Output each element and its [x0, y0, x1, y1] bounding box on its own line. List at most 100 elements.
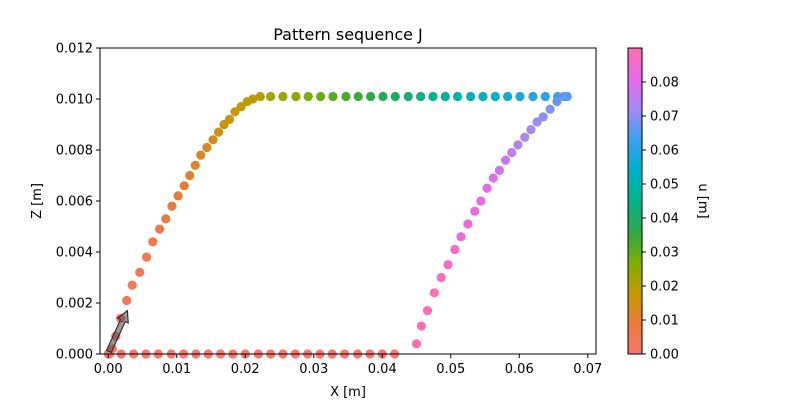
- x-tick-label: 0.00: [94, 362, 123, 377]
- data-point: [403, 91, 413, 102]
- data-point: [366, 91, 376, 102]
- colorbar-tick-label: 0.04: [650, 212, 679, 227]
- colorbar-label: u [m]: [695, 183, 710, 218]
- x-tick-label: 0.03: [299, 362, 328, 377]
- data-point: [196, 150, 206, 160]
- y-tick-label: 0.002: [56, 297, 93, 312]
- arrow-annotation: [105, 309, 129, 354]
- data-point: [507, 147, 517, 158]
- data-point: [453, 91, 463, 102]
- data-point: [416, 321, 426, 331]
- y-tick-label: 0.006: [56, 195, 93, 210]
- data-point: [440, 91, 450, 102]
- data-point: [538, 112, 548, 122]
- data-point: [213, 127, 224, 137]
- colorbar-tick-label: 0.08: [650, 76, 679, 91]
- x-axis-ticks: 0.00 0.01 0.02 0.03 0.04 0.05 0.06 0.07: [94, 354, 602, 377]
- data-point: [303, 91, 313, 102]
- data-point: [463, 219, 473, 229]
- data-point: [411, 339, 422, 349]
- x-tick-label: 0.07: [573, 362, 602, 377]
- y-tick-label: 0.000: [56, 348, 93, 363]
- colorbar-tick-label: 0.02: [650, 280, 679, 295]
- data-point: [185, 170, 195, 181]
- data-point: [378, 91, 388, 102]
- data-point: [390, 91, 400, 102]
- data-point: [416, 91, 426, 102]
- data-point: [224, 114, 235, 124]
- data-point: [202, 142, 212, 153]
- data-point: [545, 104, 555, 114]
- colorbar-tick-label: 0.06: [650, 144, 679, 159]
- data-point: [155, 224, 165, 234]
- data-point: [520, 132, 530, 142]
- data-point: [478, 91, 488, 102]
- data-point: [248, 94, 258, 104]
- data-point: [122, 295, 132, 306]
- colorbar-tick-label: 0.00: [650, 348, 679, 363]
- data-point: [513, 140, 523, 150]
- data-point: [278, 91, 288, 102]
- data-point: [127, 280, 137, 290]
- data-point: [494, 165, 505, 175]
- data-point: [443, 260, 453, 270]
- data-point: [353, 91, 363, 102]
- colorbar-tick-label: 0.03: [650, 246, 679, 261]
- data-points: [103, 91, 572, 359]
- data-point: [456, 232, 466, 242]
- x-tick-label: 0.04: [368, 362, 397, 377]
- data-point: [328, 91, 338, 102]
- data-point: [528, 91, 538, 102]
- data-point: [532, 117, 542, 127]
- y-axis-ticks: 0.000 0.002 0.004 0.006 0.008 0.010 0.012: [56, 42, 100, 363]
- data-point: [552, 96, 562, 107]
- data-point: [500, 155, 511, 165]
- x-axis-label: X [m]: [330, 385, 366, 400]
- colorbar-gradient: [627, 47, 643, 355]
- data-point: [167, 201, 177, 211]
- data-point: [429, 288, 439, 298]
- data-point: [466, 91, 476, 102]
- data-point: [161, 214, 171, 224]
- colorbar-tick-label: 0.07: [650, 110, 679, 125]
- data-point: [190, 160, 200, 170]
- data-point: [255, 91, 265, 102]
- data-point: [422, 306, 433, 316]
- data-point: [436, 272, 446, 283]
- data-point: [179, 181, 189, 191]
- data-point: [208, 135, 218, 145]
- data-point: [540, 91, 550, 102]
- data-point: [559, 91, 569, 102]
- data-point: [503, 91, 513, 102]
- data-point: [148, 237, 158, 247]
- data-point: [230, 107, 240, 117]
- data-point: [476, 196, 486, 206]
- data-point: [236, 102, 246, 112]
- chart-title: Pattern sequence J: [273, 25, 423, 44]
- colorbar-ticks: 0.00 0.01 0.02 0.03 0.04 0.05 0.06 0.07 0.08: [642, 76, 679, 363]
- x-tick-label: 0.05: [436, 362, 465, 377]
- x-tick-label: 0.06: [505, 362, 534, 377]
- data-point: [173, 191, 183, 201]
- data-point: [135, 267, 145, 277]
- colorbar: 0.00 0.01 0.02 0.03 0.04 0.05 0.06 0.07 0.08 u […: [627, 47, 710, 363]
- y-tick-label: 0.004: [56, 246, 93, 261]
- y-axis-label: Z [m]: [30, 183, 45, 219]
- y-tick-label: 0.012: [56, 42, 93, 57]
- data-point: [315, 91, 326, 102]
- data-point: [341, 91, 351, 102]
- x-tick-label: 0.01: [162, 362, 191, 377]
- x-tick-label: 0.02: [231, 362, 260, 377]
- data-point: [488, 173, 498, 183]
- colorbar-tick-label: 0.01: [650, 314, 679, 329]
- data-point: [265, 91, 276, 102]
- data-point: [515, 91, 525, 102]
- y-tick-label: 0.008: [56, 144, 93, 159]
- data-point: [526, 125, 536, 135]
- data-point: [482, 183, 492, 193]
- annotation-arrow: [105, 309, 129, 354]
- data-point: [490, 91, 500, 102]
- data-point: [428, 91, 438, 102]
